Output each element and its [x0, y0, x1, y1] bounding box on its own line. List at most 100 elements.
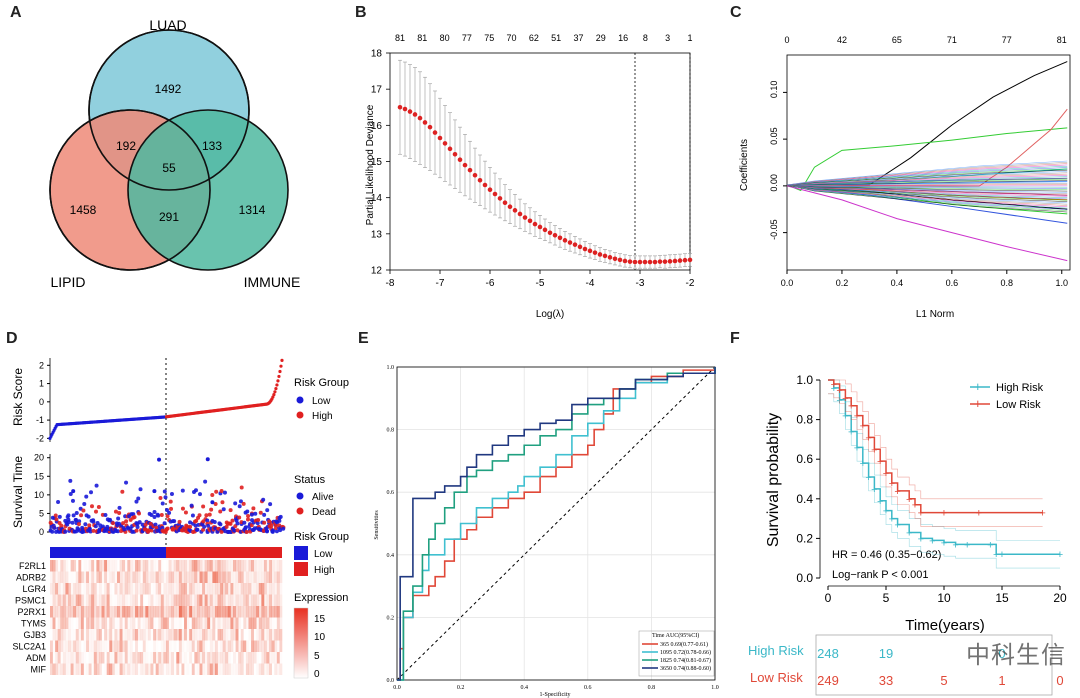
survival-point — [91, 528, 96, 533]
heatmap-cell — [233, 571, 236, 583]
chart-c-toptick: 77 — [1002, 35, 1012, 45]
heatmap-cell — [204, 606, 208, 618]
km-censor: + — [860, 458, 866, 470]
chart-b-point — [427, 124, 433, 130]
heatmap-cell — [194, 594, 198, 606]
chart-b-toptick: 1 — [687, 33, 692, 43]
survival-point — [180, 488, 185, 493]
heatmap-cell — [107, 572, 110, 584]
survival-point — [162, 521, 167, 526]
heatmap-cell — [166, 663, 169, 675]
heatmap-cell — [111, 663, 115, 675]
roc-xtick: 0.2 — [457, 685, 465, 691]
heatmap-cell — [243, 652, 246, 664]
heatmap-cell — [137, 571, 141, 583]
heatmap-cell — [111, 640, 115, 652]
heatmap-cell — [271, 629, 275, 641]
heatmap-cell — [238, 652, 242, 664]
heatmap-cell — [73, 663, 77, 675]
heatmap-cell — [127, 583, 131, 595]
heatmap-cell — [266, 617, 270, 629]
heatmap-cell — [181, 583, 185, 595]
heatmap-cell — [111, 571, 115, 583]
survival-point — [243, 525, 248, 530]
km-censor: + — [929, 535, 935, 547]
heatmap-cell — [93, 640, 97, 652]
venn-label-immune: IMMUNE — [244, 274, 301, 290]
heatmap-cell — [109, 652, 113, 664]
heatmap-cell — [253, 560, 257, 572]
risk-ytick: -1 — [36, 415, 44, 425]
heatmap-cell — [266, 560, 270, 572]
chart-b-ytick: 15 — [371, 157, 383, 168]
heatmap-cell — [127, 560, 131, 572]
heatmap-cell — [238, 560, 242, 572]
heatmap-cell — [104, 560, 108, 572]
heatmap-cell — [248, 571, 252, 583]
km-censor: + — [854, 442, 860, 454]
heatmap-cell — [269, 560, 272, 572]
heatmap-cell — [178, 640, 182, 652]
chart-b-ytick: 16 — [371, 121, 383, 132]
heatmap-cell — [122, 594, 126, 606]
heatmap-cell — [96, 560, 100, 572]
heatmap-cell — [84, 664, 87, 676]
heatmap-cell — [111, 617, 115, 629]
survival-point — [79, 513, 84, 518]
heatmap-cell — [222, 629, 226, 641]
heatmap-cell — [214, 606, 218, 618]
heatmap-cell — [73, 560, 77, 572]
chart-b-point — [672, 258, 678, 264]
km-ytick: 0.8 — [796, 413, 813, 427]
heatmap-cell — [222, 560, 226, 572]
km-censor: + — [1039, 508, 1045, 520]
heatmap-cell — [86, 629, 89, 641]
heatmap-cell — [155, 606, 159, 618]
heatmap-cell — [230, 652, 233, 664]
heatmap-cell — [93, 606, 97, 618]
heatmap-cell — [91, 583, 95, 595]
heatmap-cell — [81, 583, 84, 595]
roc-curve — [397, 367, 716, 681]
heatmap-cell — [112, 595, 115, 607]
heatmap-cell — [73, 640, 77, 652]
time-ytick: 20 — [34, 453, 44, 463]
survival-point — [52, 525, 57, 530]
heatmap-cell — [55, 560, 59, 572]
heatmap-cell — [122, 571, 126, 583]
heatmap-cell — [68, 664, 71, 676]
chart-b-xlabel: Log(λ) — [536, 309, 564, 320]
survival-point — [53, 513, 58, 518]
heatmap-cell — [178, 583, 182, 595]
heatmap-cell — [84, 560, 87, 572]
survival-point — [162, 489, 167, 494]
survival-point — [71, 513, 76, 518]
heatmap-cell — [104, 583, 108, 595]
gene-label: PSMC1 — [15, 596, 46, 606]
heatmap-cell — [269, 606, 272, 618]
heatmap-cell — [245, 640, 249, 652]
svg-text:+: + — [974, 396, 982, 411]
heatmap-cell — [50, 640, 53, 652]
heatmap-cell — [240, 652, 244, 664]
heatmap-cell — [124, 663, 128, 675]
heatmap-cell — [125, 560, 128, 572]
survival-point — [203, 479, 208, 484]
heatmap-cell — [256, 583, 260, 595]
heatmap-cell — [220, 594, 224, 606]
heatmap-cell — [225, 640, 229, 652]
survival-point — [158, 495, 163, 500]
survival-point — [83, 522, 88, 527]
heatmap-cell — [189, 618, 192, 630]
heatmap-cell — [71, 629, 74, 641]
heatmap-cell — [274, 663, 278, 675]
heatmap-cell — [253, 652, 257, 664]
heatmap-cell — [65, 583, 69, 595]
survival-point — [96, 505, 101, 510]
heatmap-cell — [218, 641, 221, 653]
venn-count-lipid-immune: 291 — [159, 210, 179, 224]
heatmap-cell — [147, 617, 151, 629]
km-censor: + — [999, 549, 1005, 561]
chart-b-point — [572, 242, 578, 247]
heatmap-cell — [271, 606, 275, 618]
